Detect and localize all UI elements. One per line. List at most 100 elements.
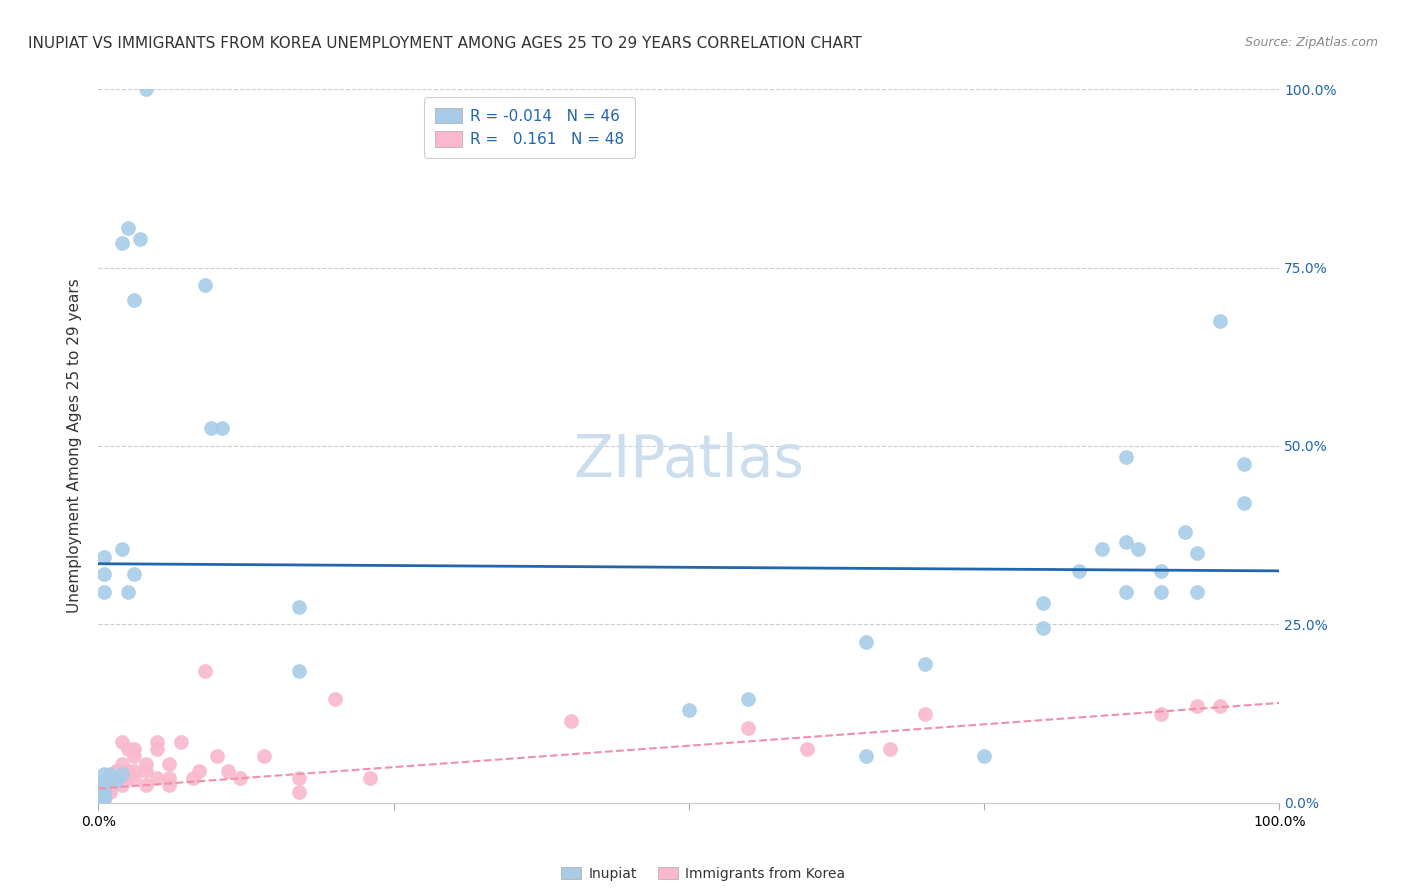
Point <box>122 742 145 756</box>
Point <box>98 781 121 796</box>
Point <box>98 785 121 799</box>
Point <box>170 735 193 749</box>
Point <box>796 742 818 756</box>
Point <box>879 742 901 756</box>
Point <box>122 764 145 778</box>
Point <box>117 764 139 778</box>
Point <box>1115 450 1137 464</box>
Point <box>122 749 145 764</box>
Point <box>135 756 157 771</box>
Point <box>560 714 582 728</box>
Point <box>1185 546 1208 560</box>
Point <box>135 764 157 778</box>
Point <box>111 235 134 250</box>
Point <box>914 657 936 671</box>
Point <box>105 774 128 789</box>
Point <box>855 635 877 649</box>
Y-axis label: Unemployment Among Ages 25 to 29 years: Unemployment Among Ages 25 to 29 years <box>67 278 83 614</box>
Point <box>1067 564 1090 578</box>
Point <box>98 767 121 781</box>
Point <box>1185 585 1208 599</box>
Point <box>205 749 228 764</box>
Point <box>200 421 222 435</box>
Point <box>288 664 311 678</box>
Point <box>1150 585 1173 599</box>
Point <box>217 764 239 778</box>
Point <box>973 749 995 764</box>
Point <box>288 785 311 799</box>
Point <box>93 774 115 789</box>
Point <box>93 778 115 792</box>
Point <box>128 232 150 246</box>
Point <box>181 771 204 785</box>
Point <box>1233 457 1256 471</box>
Point <box>855 749 877 764</box>
Point <box>194 278 217 293</box>
Text: INUPIAT VS IMMIGRANTS FROM KOREA UNEMPLOYMENT AMONG AGES 25 TO 29 YEARS CORRELAT: INUPIAT VS IMMIGRANTS FROM KOREA UNEMPLO… <box>28 36 862 51</box>
Point <box>135 778 157 792</box>
Point <box>737 721 759 735</box>
Point <box>122 771 145 785</box>
Point <box>111 735 134 749</box>
Point <box>288 599 311 614</box>
Point <box>678 703 700 717</box>
Point <box>229 771 252 785</box>
Point <box>93 789 115 803</box>
Point <box>111 756 134 771</box>
Legend: R = -0.014   N = 46, R =   0.161   N = 48: R = -0.014 N = 46, R = 0.161 N = 48 <box>425 97 636 158</box>
Point <box>135 82 157 96</box>
Point <box>122 567 145 582</box>
Point <box>359 771 381 785</box>
Point <box>122 293 145 307</box>
Point <box>1209 314 1232 328</box>
Point <box>1126 542 1149 557</box>
Point <box>1032 621 1054 635</box>
Point <box>117 742 139 756</box>
Point <box>93 785 115 799</box>
Point <box>93 585 115 599</box>
Point <box>157 778 180 792</box>
Point <box>93 792 115 806</box>
Point <box>1032 596 1054 610</box>
Point <box>1150 706 1173 721</box>
Point <box>157 771 180 785</box>
Point <box>105 764 128 778</box>
Point <box>111 767 134 781</box>
Point <box>93 789 115 803</box>
Point <box>93 781 115 796</box>
Point <box>737 692 759 706</box>
Point <box>914 706 936 721</box>
Point <box>323 692 346 706</box>
Point <box>117 771 139 785</box>
Point <box>111 778 134 792</box>
Point <box>1233 496 1256 510</box>
Point <box>1174 524 1197 539</box>
Point <box>1115 585 1137 599</box>
Point <box>1115 535 1137 549</box>
Point <box>93 549 115 564</box>
Point <box>187 764 209 778</box>
Point <box>93 792 115 806</box>
Point <box>111 542 134 557</box>
Point <box>93 567 115 582</box>
Legend: Inupiat, Immigrants from Korea: Inupiat, Immigrants from Korea <box>557 863 849 885</box>
Point <box>288 771 311 785</box>
Point <box>105 771 128 785</box>
Point <box>117 585 139 599</box>
Point <box>1091 542 1114 557</box>
Point <box>194 664 217 678</box>
Point <box>1209 699 1232 714</box>
Point <box>146 771 169 785</box>
Point <box>146 742 169 756</box>
Point <box>93 767 115 781</box>
Point <box>146 735 169 749</box>
Point <box>93 792 115 806</box>
Point <box>157 756 180 771</box>
Point <box>253 749 276 764</box>
Point <box>211 421 233 435</box>
Point <box>117 221 139 235</box>
Point <box>1185 699 1208 714</box>
Text: Source: ZipAtlas.com: Source: ZipAtlas.com <box>1244 36 1378 49</box>
Point <box>1150 564 1173 578</box>
Text: ZIPatlas: ZIPatlas <box>574 432 804 489</box>
